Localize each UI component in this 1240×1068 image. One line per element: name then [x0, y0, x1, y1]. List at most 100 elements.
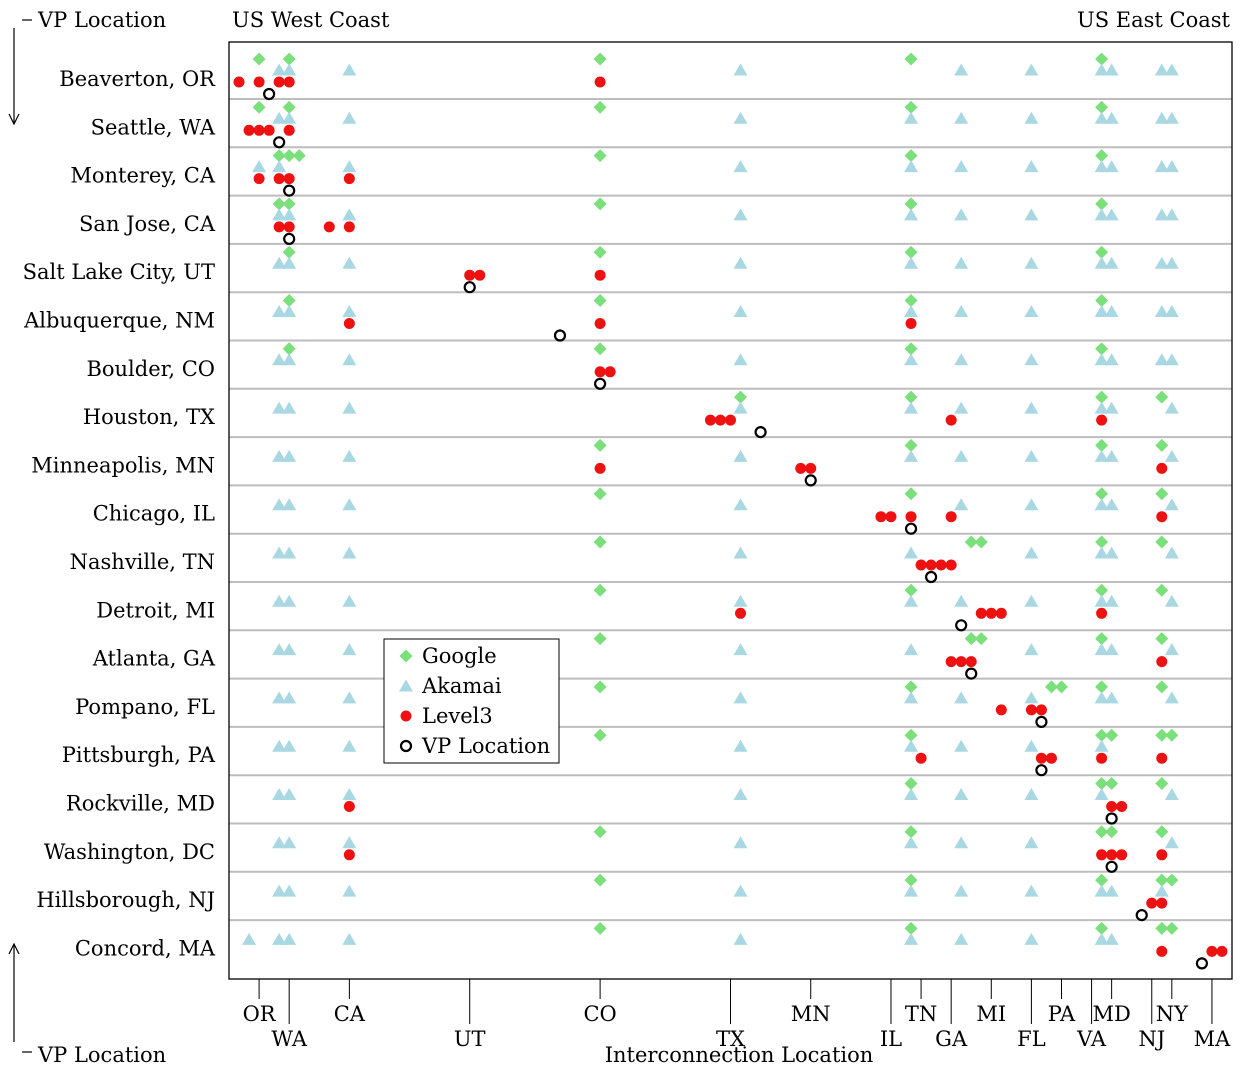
- google-point: [252, 100, 266, 114]
- akamai-point: [272, 691, 287, 704]
- level3-point: [343, 318, 355, 329]
- akamai-point: [1024, 643, 1039, 656]
- google-point: [1095, 390, 1109, 404]
- akamai-point: [904, 739, 919, 752]
- akamai-point: [904, 691, 919, 704]
- akamai-point: [342, 884, 357, 897]
- level3-point: [735, 607, 747, 619]
- google-point: [1095, 632, 1109, 646]
- google-point: [1155, 438, 1169, 452]
- google-point: [272, 149, 286, 163]
- akamai-point: [272, 884, 287, 897]
- legend: Google Akamai Level3 VP Location: [383, 638, 560, 764]
- akamai-point: [1164, 401, 1179, 414]
- akamai-point: [1024, 305, 1039, 317]
- google-point: [593, 342, 607, 356]
- level3-point: [273, 76, 285, 88]
- row-label: Salt Lake City, UT: [23, 260, 215, 284]
- level3-point: [594, 366, 606, 378]
- level3-point: [233, 76, 245, 88]
- row-label: Concord, MA: [75, 936, 216, 960]
- google-point: [282, 52, 296, 66]
- akamai-point: [282, 691, 297, 704]
- level3-point: [875, 511, 887, 523]
- level3-point: [323, 221, 335, 233]
- akamai-point: [954, 932, 969, 945]
- level3-point: [995, 607, 1007, 619]
- akamai-point: [1024, 208, 1039, 221]
- akamai-point: [1164, 353, 1179, 366]
- akamai-point: [1094, 401, 1109, 414]
- akamai-point: [1024, 449, 1039, 462]
- akamai-point: [282, 594, 297, 607]
- akamai-point: [954, 449, 969, 462]
- akamai-point: [733, 160, 748, 173]
- google-point: [1155, 825, 1169, 839]
- akamai-point: [954, 739, 969, 752]
- google-point: [974, 632, 988, 646]
- vp-location-point: [754, 426, 767, 439]
- vp-location-point: [955, 619, 968, 632]
- level3-point: [1156, 849, 1168, 861]
- google-point: [593, 197, 607, 211]
- level3-point: [283, 124, 295, 136]
- google-point: [1165, 873, 1179, 887]
- akamai-point: [1024, 739, 1039, 752]
- akamai-point: [272, 643, 287, 656]
- akamai-point: [282, 546, 297, 559]
- google-point: [282, 245, 296, 259]
- level3-point: [925, 559, 937, 571]
- akamai-point: [342, 546, 357, 559]
- akamai-point: [904, 836, 919, 849]
- akamai-point: [342, 208, 357, 221]
- akamai-point: [1164, 594, 1179, 607]
- akamai-point: [342, 353, 357, 366]
- google-point: [1155, 535, 1169, 549]
- data-marks: [233, 52, 1228, 970]
- google-point: [1095, 100, 1109, 114]
- google-point: [593, 245, 607, 259]
- legend-label: Google: [422, 644, 497, 668]
- level3-point: [253, 76, 265, 88]
- akamai-point: [1094, 63, 1109, 76]
- google-point: [904, 680, 918, 694]
- level3-point: [945, 414, 957, 426]
- akamai-point: [1164, 643, 1179, 656]
- akamai-point: [733, 401, 748, 414]
- akamai-point: [1104, 594, 1119, 607]
- vp-location-point: [1035, 715, 1048, 729]
- x-tick-label: VA: [1076, 1027, 1107, 1051]
- akamai-point: [282, 256, 297, 269]
- google-point: [282, 197, 296, 211]
- akamai-point: [1164, 63, 1179, 76]
- vp-location-point: [1105, 812, 1118, 825]
- google-point: [904, 438, 918, 452]
- akamai-point: [342, 111, 357, 124]
- row-label: Washington, DC: [44, 840, 215, 864]
- level3-point: [253, 124, 265, 136]
- akamai-point: [1024, 256, 1039, 269]
- top-right-label: US East Coast: [1077, 8, 1231, 32]
- level3-point: [273, 221, 285, 233]
- akamai-point: [342, 932, 357, 945]
- akamai-point: [1094, 449, 1109, 462]
- google-point: [1095, 680, 1109, 694]
- akamai-point: [272, 788, 287, 800]
- google-point: [593, 632, 607, 646]
- ylabel-top: VP Location: [37, 8, 166, 32]
- akamai-point: [342, 256, 357, 269]
- vp-location-point: [553, 329, 567, 342]
- akamai-point: [1154, 160, 1169, 173]
- vp-location-point: [283, 232, 296, 245]
- row-label: Pittsburgh, PA: [62, 743, 216, 767]
- vp-location-point: [463, 281, 476, 294]
- akamai-point: [252, 160, 267, 173]
- google-point: [1054, 680, 1068, 694]
- akamai-point: [954, 305, 969, 317]
- level3-point: [464, 269, 476, 281]
- google-point: [1105, 825, 1119, 839]
- x-tick-label: NY: [1156, 1002, 1189, 1026]
- row-labels: Beaverton, OR Seattle, WA Monterey, CA San …: [23, 67, 217, 960]
- row-label: Monterey, CA: [70, 164, 215, 188]
- x-tick-label: PA: [1048, 1002, 1076, 1026]
